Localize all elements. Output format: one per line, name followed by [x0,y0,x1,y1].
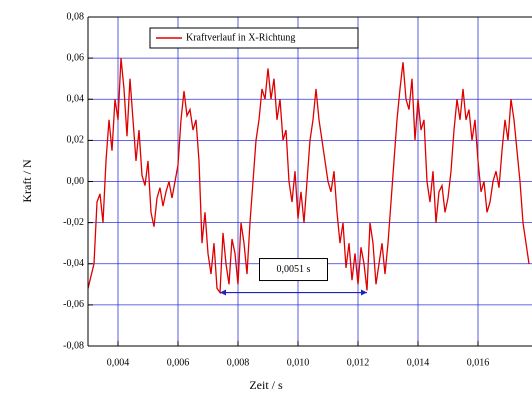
x-tick-label: 0,008 [227,357,250,368]
data-line [88,58,530,295]
x-tick-label: 0,006 [167,357,190,368]
x-tick-label: 0,016 [467,357,490,368]
y-axis-title: Kraft / N [20,159,34,203]
x-tick-label: 0,012 [347,357,370,368]
y-tick-label: -0,04 [63,258,84,269]
y-tick-label: -0,02 [63,217,84,228]
legend-label: Kraftverlauf in X-Richtung [186,32,295,43]
y-tick-label: -0,06 [63,299,84,310]
y-tick-label: 0,00 [67,176,85,187]
y-tick-label: 0,06 [67,52,85,63]
y-tick-label: -0,08 [63,340,84,351]
arrow-head [220,289,226,296]
annotation-box [259,258,328,282]
y-tick-label: 0,08 [67,11,85,22]
x-tick-label: 0,004 [107,357,130,368]
annotation-label: 0,0051 s [277,264,311,275]
x-tick-label: 0,010 [287,357,310,368]
x-axis-title: Zeit / s [249,378,283,392]
x-tick-label: 0,014 [407,357,430,368]
arrow-head [361,289,367,296]
legend-box [149,27,359,49]
y-tick-label: 0,02 [67,135,85,146]
y-tick-label: 0,04 [67,94,85,105]
plot-area [88,17,532,346]
